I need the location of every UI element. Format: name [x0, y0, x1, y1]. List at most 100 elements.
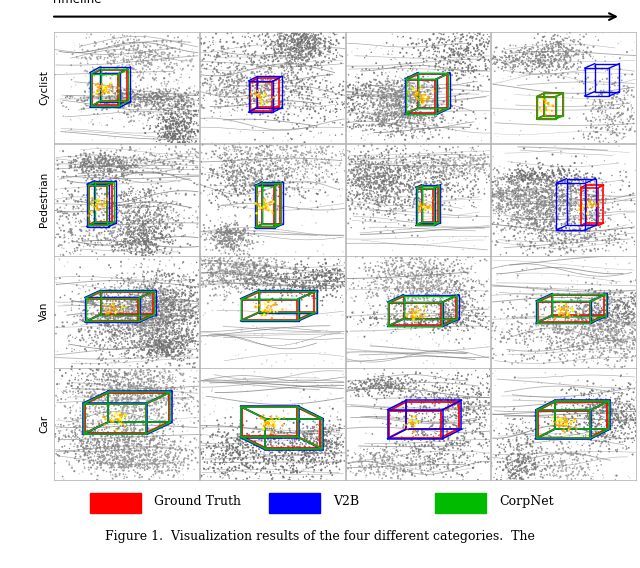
- Point: [424, 116, 435, 126]
- Point: [502, 172, 513, 181]
- Point: [105, 282, 115, 291]
- Point: [594, 419, 604, 428]
- Point: [550, 221, 561, 230]
- Point: [113, 437, 123, 446]
- Point: [238, 226, 248, 235]
- Point: [515, 197, 525, 206]
- Point: [120, 51, 130, 60]
- Point: [564, 209, 574, 218]
- Point: [285, 50, 295, 59]
- Point: [476, 391, 486, 400]
- Point: [307, 462, 317, 471]
- Point: [146, 91, 156, 101]
- Point: [275, 157, 285, 166]
- Point: [399, 164, 409, 173]
- Point: [460, 165, 470, 174]
- Point: [460, 292, 470, 301]
- Point: [539, 195, 549, 204]
- Point: [86, 77, 97, 86]
- Point: [244, 78, 254, 87]
- Point: [607, 327, 617, 336]
- Point: [406, 399, 417, 408]
- Point: [100, 435, 111, 444]
- Point: [117, 329, 127, 338]
- Point: [155, 473, 165, 482]
- Point: [82, 154, 92, 164]
- Point: [158, 324, 168, 333]
- Point: [368, 382, 378, 391]
- Point: [354, 174, 364, 183]
- Point: [365, 183, 375, 192]
- Point: [597, 437, 607, 446]
- Point: [215, 112, 225, 121]
- Point: [509, 165, 520, 174]
- Point: [630, 321, 640, 330]
- Point: [353, 166, 364, 175]
- Point: [378, 87, 388, 97]
- Point: [337, 278, 347, 287]
- Point: [145, 249, 156, 258]
- Point: [383, 122, 394, 131]
- Point: [616, 95, 626, 105]
- Point: [109, 446, 120, 455]
- Point: [216, 273, 226, 282]
- Point: [137, 286, 147, 295]
- Point: [206, 161, 216, 170]
- Point: [225, 92, 236, 101]
- Point: [364, 460, 374, 469]
- Point: [161, 337, 172, 346]
- Point: [182, 102, 193, 111]
- Point: [111, 302, 121, 311]
- Point: [141, 421, 152, 430]
- Point: [235, 268, 245, 277]
- Point: [92, 185, 102, 194]
- Point: [495, 202, 506, 211]
- Point: [226, 229, 236, 239]
- Point: [583, 327, 593, 336]
- Point: [365, 312, 376, 321]
- Point: [105, 200, 115, 209]
- Point: [412, 295, 422, 304]
- Point: [392, 177, 402, 186]
- Point: [156, 321, 166, 331]
- Point: [218, 230, 228, 239]
- Point: [148, 394, 159, 403]
- Point: [468, 387, 478, 396]
- Point: [248, 448, 259, 457]
- Point: [100, 152, 110, 161]
- Point: [442, 59, 452, 68]
- Point: [164, 393, 174, 402]
- Point: [477, 316, 488, 325]
- Point: [521, 262, 531, 272]
- Point: [530, 54, 540, 63]
- Point: [554, 243, 564, 252]
- Point: [208, 77, 218, 86]
- Point: [454, 308, 464, 317]
- Point: [411, 94, 421, 103]
- Point: [344, 127, 355, 136]
- Point: [244, 178, 254, 187]
- Point: [74, 275, 84, 285]
- Point: [360, 116, 370, 126]
- Point: [520, 62, 530, 71]
- Point: [191, 331, 202, 340]
- Point: [135, 212, 145, 221]
- Point: [577, 435, 588, 444]
- Point: [149, 404, 159, 414]
- Point: [152, 431, 162, 440]
- Point: [62, 318, 72, 327]
- Point: [86, 365, 96, 374]
- Point: [610, 150, 620, 159]
- Point: [529, 286, 539, 295]
- Point: [116, 273, 127, 282]
- Point: [201, 245, 211, 254]
- Point: [397, 283, 407, 293]
- Point: [420, 469, 431, 478]
- Point: [540, 45, 550, 54]
- Point: [573, 293, 584, 302]
- Point: [442, 282, 452, 291]
- Point: [371, 163, 381, 172]
- Point: [610, 297, 620, 306]
- Point: [212, 265, 223, 274]
- Point: [624, 333, 634, 343]
